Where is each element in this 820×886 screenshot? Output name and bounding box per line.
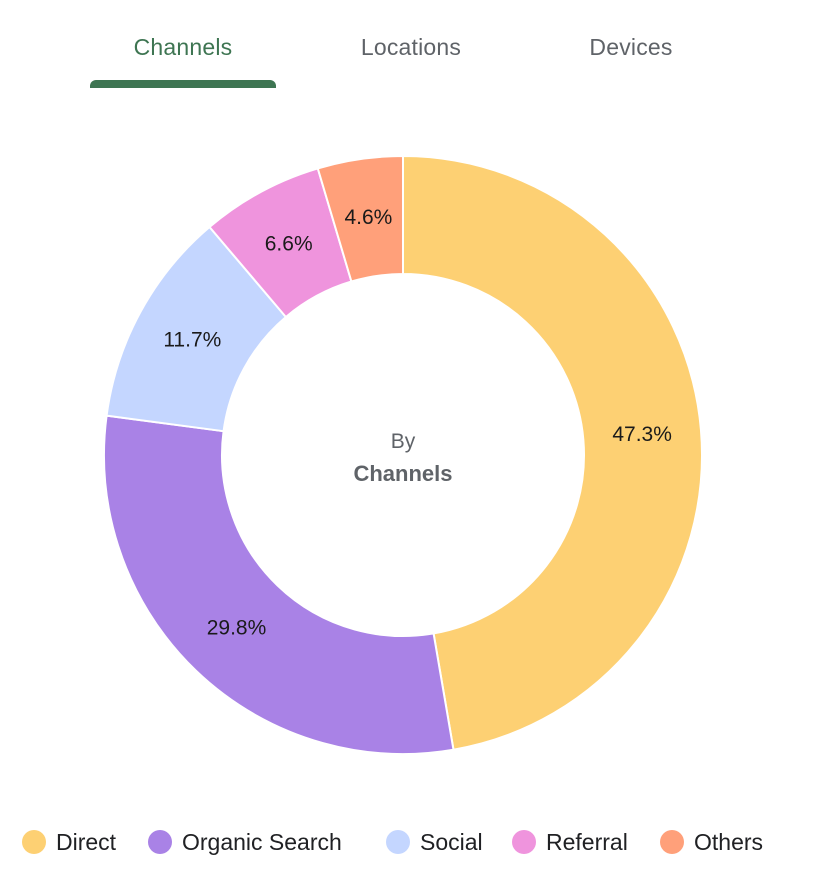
legend-label-others: Others xyxy=(694,828,764,855)
slice-label-organic-search: 29.8% xyxy=(207,616,267,639)
donut-chart: 47.3% 29.8% 11.7% 6.6% 4.6% By Channels xyxy=(103,154,703,755)
legend-item-referral[interactable]: Referral xyxy=(512,822,628,862)
active-tab-indicator xyxy=(90,80,276,88)
donut-chart-container: 47.3% 29.8% 11.7% 6.6% 4.6% By Channels xyxy=(0,100,820,800)
legend-swatch-organic-search xyxy=(148,830,172,854)
legend-swatch-social xyxy=(386,830,410,854)
donut-slice-others[interactable] xyxy=(316,154,404,283)
donut-slice-labels: 47.3% 29.8% 11.7% 6.6% 4.6% xyxy=(163,206,672,639)
legend-item-social[interactable]: Social xyxy=(386,822,483,862)
legend-swatch-referral xyxy=(512,830,536,854)
legend-item-direct[interactable]: Direct xyxy=(22,822,116,862)
slice-label-social: 11.7% xyxy=(163,329,221,352)
slice-label-referral: 6.6% xyxy=(265,232,313,255)
legend-label-social: Social xyxy=(420,828,483,855)
center-label-bottom: Channels xyxy=(353,461,452,486)
legend-swatch-direct xyxy=(22,830,46,854)
tab-locations[interactable]: Locations xyxy=(318,30,504,90)
legend-item-others[interactable]: Others xyxy=(660,822,763,862)
legend-swatch-others xyxy=(660,830,684,854)
tab-locations-label: Locations xyxy=(360,34,462,60)
legend-label-direct: Direct xyxy=(56,828,117,855)
legend-item-organic-search[interactable]: Organic Search xyxy=(148,822,342,862)
tab-devices-label: Devices xyxy=(589,34,673,60)
tab-channels-label: Channels xyxy=(133,34,233,60)
slice-label-direct: 47.3% xyxy=(612,423,672,446)
legend-label-organic-search: Organic Search xyxy=(182,828,342,855)
center-label-top: By xyxy=(391,430,416,453)
tab-channels[interactable]: Channels xyxy=(90,30,276,90)
tab-bar: Channels Locations Devices xyxy=(0,0,820,90)
legend-label-referral: Referral xyxy=(546,828,628,855)
donut-slice-direct[interactable] xyxy=(402,154,703,751)
tab-devices[interactable]: Devices xyxy=(538,30,724,90)
chart-legend: Direct Organic Search Social Referral Ot… xyxy=(0,822,820,862)
slice-label-others: 4.6% xyxy=(344,206,392,229)
donut-slice-organic-search[interactable] xyxy=(103,414,455,755)
donut-slices xyxy=(103,154,703,755)
